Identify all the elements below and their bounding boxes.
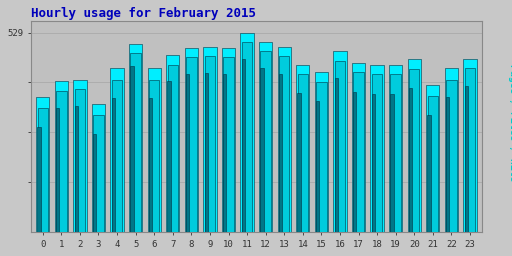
Bar — [260, 68, 264, 232]
Bar — [463, 59, 477, 232]
Bar — [186, 57, 197, 232]
Bar — [372, 93, 375, 232]
Bar — [296, 65, 309, 232]
Bar — [445, 68, 458, 232]
Bar — [185, 48, 198, 232]
Bar — [112, 80, 122, 232]
Bar — [259, 42, 272, 232]
Bar — [428, 96, 438, 232]
Bar — [167, 81, 170, 232]
Bar — [370, 65, 384, 232]
Bar — [166, 55, 180, 232]
Bar — [446, 80, 457, 232]
Bar — [75, 106, 78, 232]
Bar — [334, 79, 338, 232]
Bar — [73, 80, 87, 232]
Bar — [409, 69, 419, 232]
Bar — [56, 108, 59, 232]
Text: Hourly usage for February 2015: Hourly usage for February 2015 — [31, 7, 255, 20]
Bar — [242, 59, 245, 232]
Bar — [56, 91, 67, 232]
Bar — [111, 68, 124, 232]
Bar — [92, 104, 105, 232]
Bar — [37, 127, 41, 232]
Bar — [353, 72, 364, 232]
Bar — [408, 59, 421, 232]
Bar — [55, 81, 68, 232]
Bar — [446, 97, 450, 232]
Bar — [223, 74, 226, 232]
Bar — [186, 74, 189, 232]
Bar — [93, 134, 96, 232]
Bar — [36, 97, 50, 232]
Bar — [465, 68, 475, 232]
Bar — [389, 65, 402, 232]
Bar — [316, 101, 319, 232]
Bar — [333, 51, 347, 232]
Bar — [279, 56, 289, 232]
Bar — [149, 80, 159, 232]
Bar — [372, 74, 382, 232]
Bar — [75, 89, 85, 232]
Bar — [297, 93, 301, 232]
Bar — [426, 85, 439, 232]
Bar — [352, 63, 365, 232]
Bar — [428, 115, 431, 232]
Bar — [167, 65, 178, 232]
Bar — [112, 99, 115, 232]
Bar — [149, 99, 152, 232]
Bar — [242, 42, 252, 232]
Bar — [353, 92, 356, 232]
Bar — [222, 48, 235, 232]
Bar — [223, 57, 233, 232]
Bar — [130, 66, 134, 232]
Bar — [316, 82, 327, 232]
Bar — [261, 51, 271, 232]
Bar — [278, 47, 291, 232]
Bar — [131, 53, 141, 232]
Bar — [464, 86, 468, 232]
Bar — [129, 44, 142, 232]
Bar — [147, 68, 161, 232]
Bar — [390, 93, 394, 232]
Bar — [279, 74, 282, 232]
Bar — [241, 33, 254, 232]
Bar — [37, 108, 48, 232]
Bar — [297, 74, 308, 232]
Bar — [93, 115, 104, 232]
Bar — [205, 56, 215, 232]
Bar — [203, 47, 217, 232]
Bar — [391, 74, 401, 232]
Bar — [315, 72, 328, 232]
Bar — [409, 88, 412, 232]
Bar — [335, 61, 345, 232]
Text: Pages / Files / Hits: Pages / Files / Hits — [508, 64, 512, 182]
Bar — [204, 73, 208, 232]
